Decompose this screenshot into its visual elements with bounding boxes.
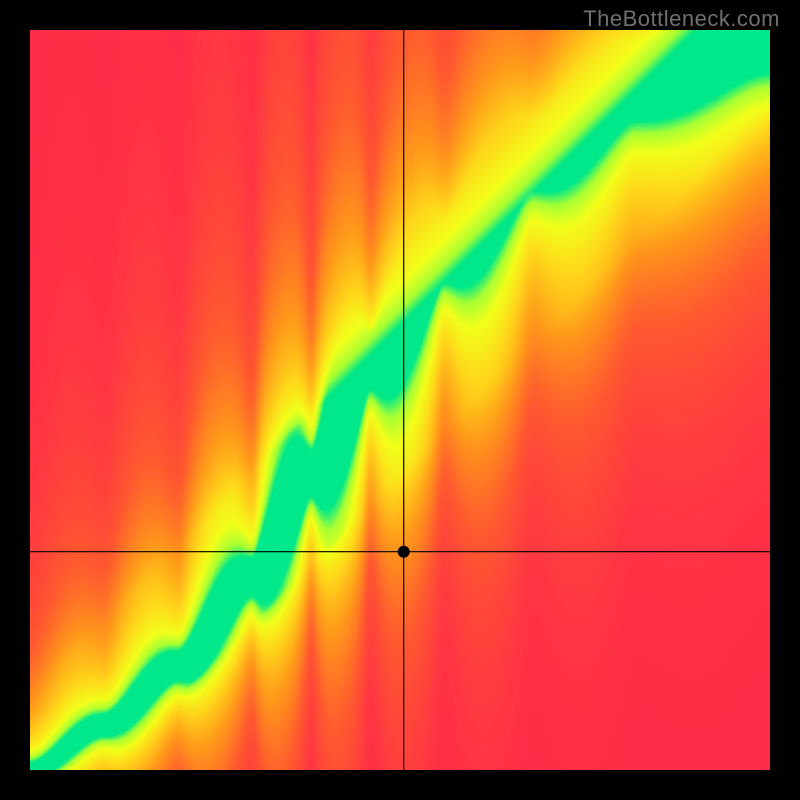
heatmap-canvas — [30, 30, 770, 770]
chart-container: TheBottleneck.com — [0, 0, 800, 800]
watermark-text: TheBottleneck.com — [583, 6, 780, 32]
plot-area — [30, 30, 770, 770]
